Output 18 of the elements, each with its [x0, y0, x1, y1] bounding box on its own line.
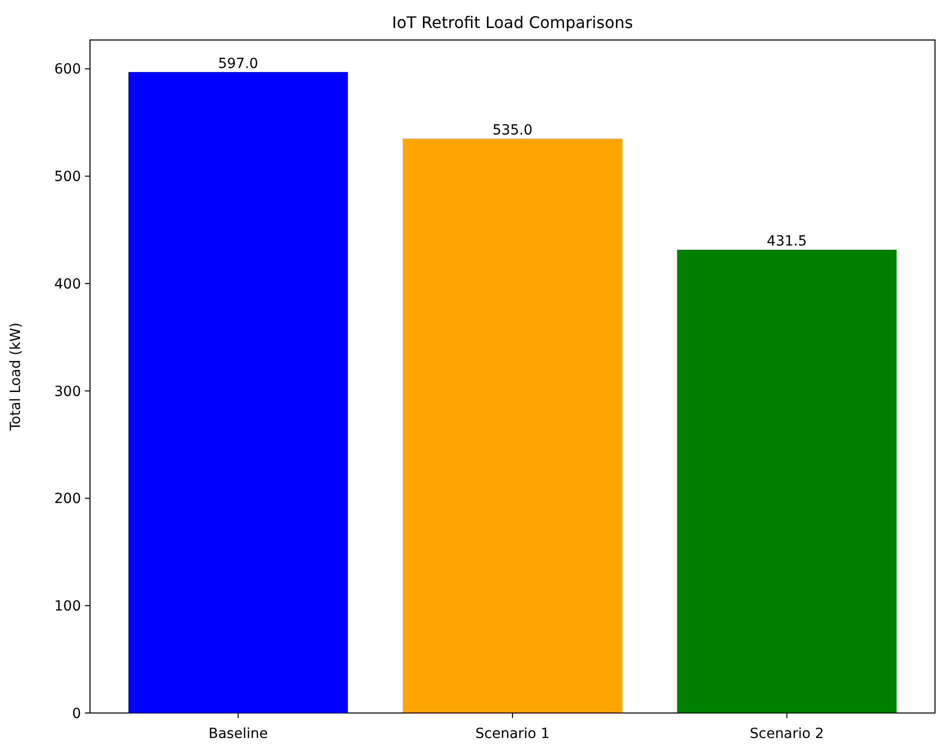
y-axis-title: Total Load (kW)	[8, 322, 24, 432]
data-label: 431.5	[766, 234, 807, 250]
bar	[128, 72, 348, 713]
x-tick-label: Scenario 2	[750, 726, 824, 742]
y-tick-label: 500	[54, 169, 81, 186]
y-tick-label: 600	[54, 62, 81, 78]
bar	[402, 138, 622, 713]
chart-title: IoT Retrofit Load Comparisons	[392, 13, 633, 32]
x-tick-label: Scenario 1	[475, 726, 550, 742]
y-tick-label: 400	[54, 276, 81, 292]
y-tick-label: 300	[54, 384, 81, 400]
y-tick-label: 100	[54, 598, 81, 615]
bar	[677, 250, 897, 713]
data-label: 597.0	[218, 56, 258, 72]
x-tick-label: Baseline	[208, 726, 268, 742]
y-tick-label: 0	[72, 706, 81, 722]
y-tick-label: 200	[54, 491, 81, 508]
data-label: 535.0	[492, 122, 533, 139]
